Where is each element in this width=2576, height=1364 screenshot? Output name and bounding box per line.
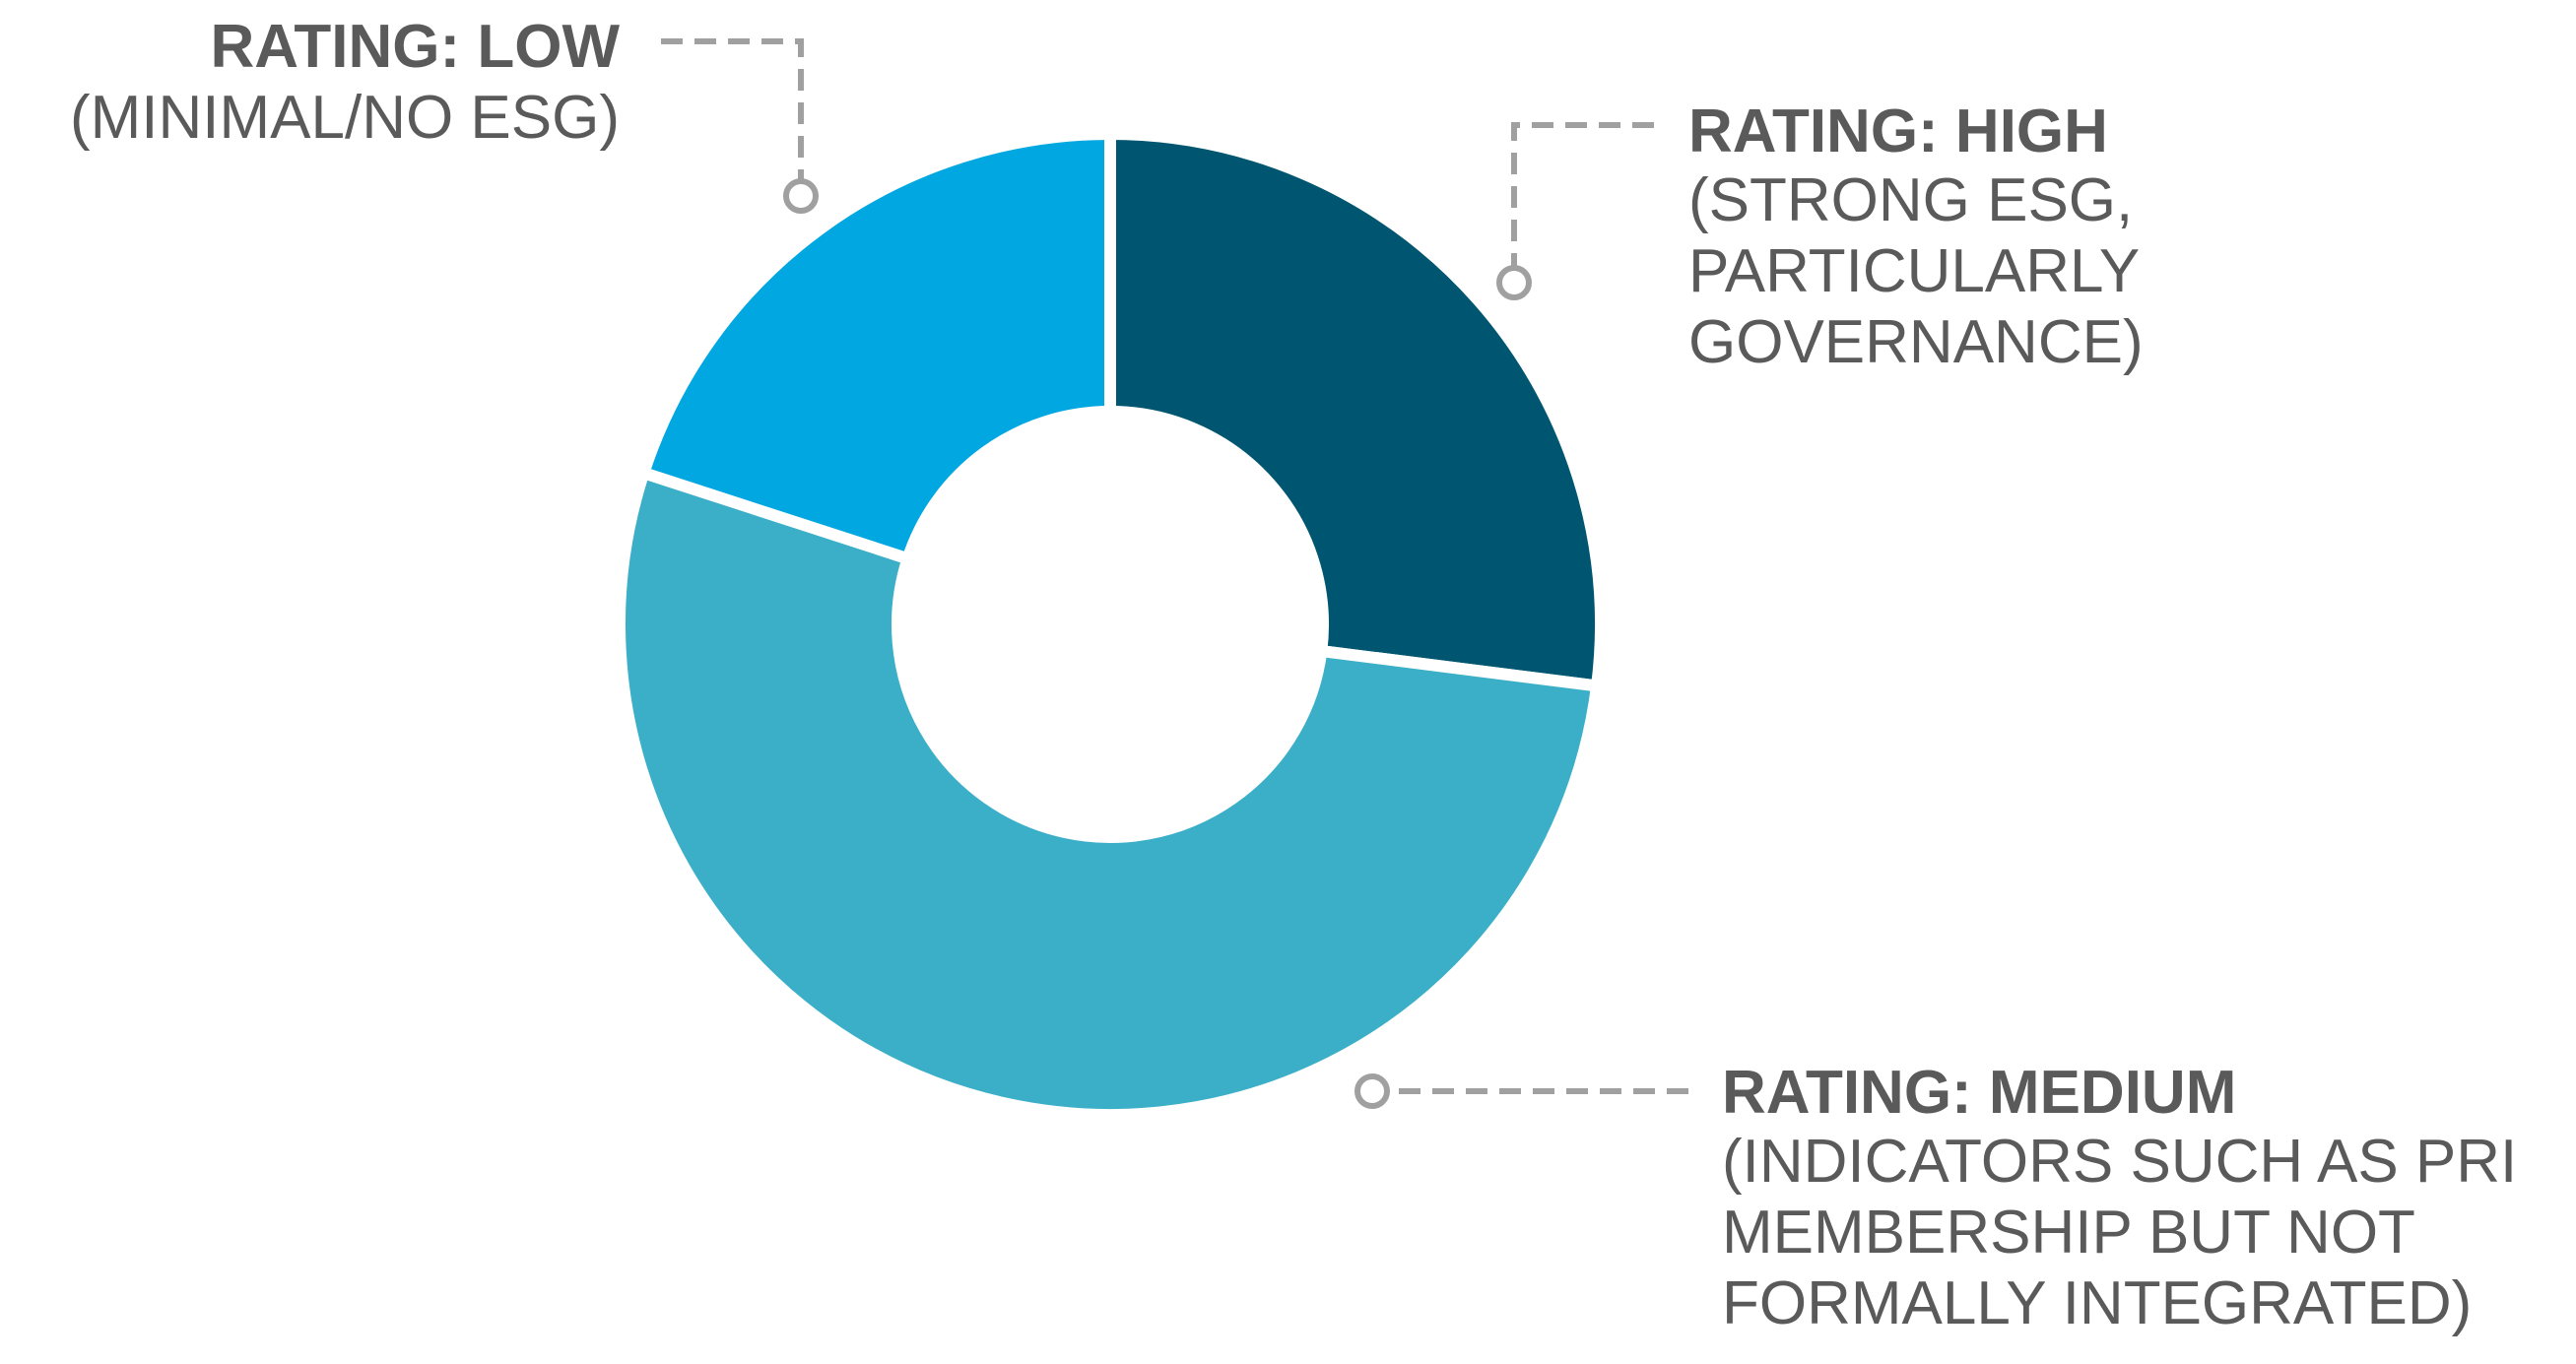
donut-slice [614,465,1604,1122]
connector [1511,122,1654,266]
label-description: PARTICULARLY [1688,237,2140,305]
connector-dot [1496,265,1532,300]
label-description: (STRONG ESG, [1688,166,2133,234]
label-title: RATING: LOW [210,13,620,81]
labels: RATING: HIGH(STRONG ESG,PARTICULARLYGOVE… [70,13,2517,1337]
donut-slice [1104,127,1607,693]
donut [614,127,1607,1122]
connector-dot [783,178,819,214]
label-description: (MINIMAL/NO ESG) [70,84,620,152]
label-description: GOVERNANCE) [1688,308,2144,376]
connector-dot [1354,1073,1390,1109]
label-description: FORMALLY INTEGRATED) [1722,1269,2472,1337]
label-title: RATING: HIGH [1688,97,2108,165]
label-description: (INDICATORS SUCH AS PRI [1722,1128,2517,1196]
donut-slice [635,127,1116,566]
label-title: RATING: MEDIUM [1722,1059,2236,1127]
label-description: MEMBERSHIP BUT NOT [1722,1199,2415,1267]
connector [661,38,804,179]
